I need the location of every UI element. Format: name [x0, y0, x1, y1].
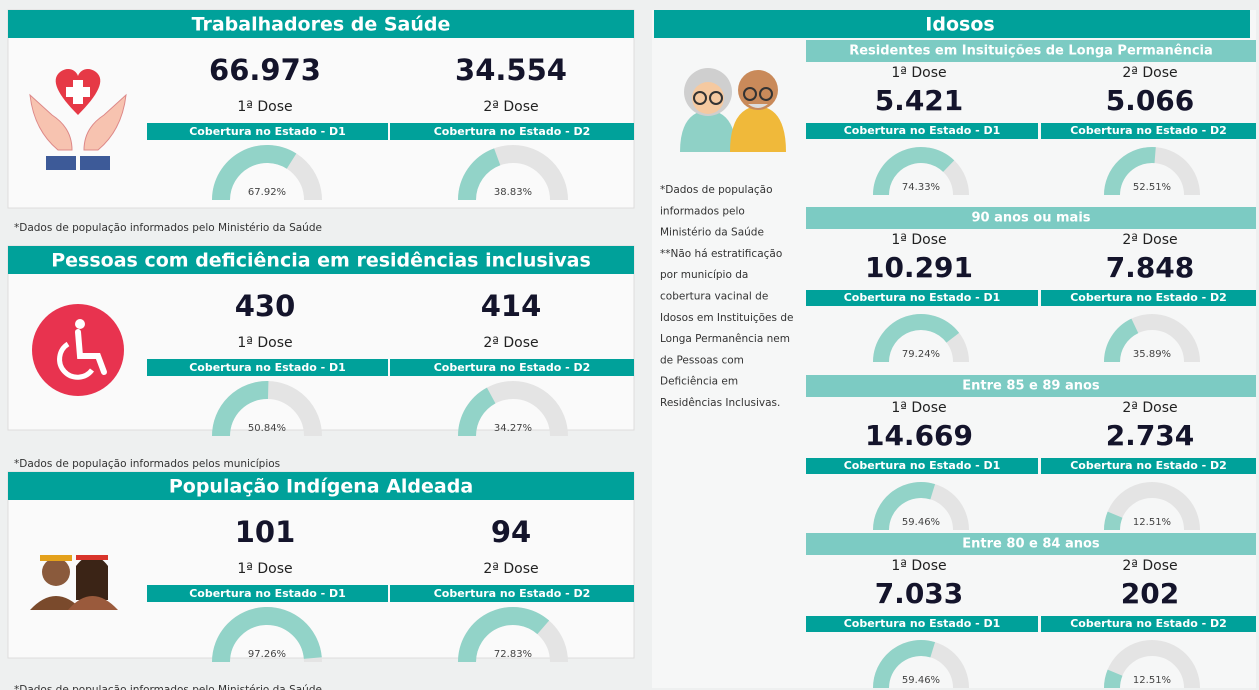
- dose-count: 430: [235, 289, 296, 323]
- panel-note: *Dados de população informados pelo Mini…: [14, 684, 322, 690]
- gauge-label: 34.27%: [494, 423, 532, 434]
- dose-count: 7.033: [875, 577, 964, 610]
- group-title: Entre 85 e 89 anos: [962, 379, 1100, 394]
- coverage-title: Cobertura no Estado - D2: [434, 125, 591, 138]
- group-title: 90 anos ou mais: [971, 211, 1090, 226]
- page: { "panels": [ {"title": "Trabalhadores d…: [0, 0, 1259, 690]
- dose-label: 2ª Dose: [1122, 400, 1177, 416]
- dose-label: 2ª Dose: [1122, 558, 1177, 574]
- coverage-title: Cobertura no Estado - D2: [1070, 124, 1227, 137]
- dose-label: 2ª Dose: [483, 561, 538, 577]
- dose-count: 66.973: [209, 53, 321, 87]
- gauge-label: 59.46%: [902, 517, 940, 528]
- panel-title: Pessoas com deficiência em residências i…: [51, 250, 591, 272]
- gauge-label: 38.83%: [494, 187, 532, 198]
- panel-title: População Indígena Aldeada: [169, 476, 473, 498]
- dose-count: 5.421: [875, 84, 964, 117]
- panel-note: *Dados de população informados pelos mun…: [14, 458, 280, 470]
- gauge-label: 12.51%: [1133, 517, 1171, 528]
- dose-count: 7.848: [1106, 251, 1195, 284]
- dose-count: 94: [491, 515, 531, 549]
- dashboard: Trabalhadores de Saúde 66.973 1ª Dose Cober…: [0, 0, 1259, 690]
- dose-label: 2ª Dose: [1122, 65, 1177, 81]
- dose-label: 1ª Dose: [237, 335, 292, 351]
- coverage-title: Cobertura no Estado - D1: [189, 587, 346, 600]
- panel-title: Idosos: [925, 14, 994, 36]
- panel-note: cobertura vacinal de: [660, 291, 768, 303]
- dose-label: 2ª Dose: [1122, 232, 1177, 248]
- dose-label: 2ª Dose: [483, 99, 538, 115]
- coverage-title: Cobertura no Estado - D1: [844, 291, 1001, 304]
- wheelchair-icon: [32, 304, 124, 396]
- panel-title: Trabalhadores de Saúde: [192, 14, 451, 36]
- gauge-label: 67.92%: [248, 187, 286, 198]
- panel-note: Ministério da Saúde: [660, 227, 764, 239]
- panel-bg: [8, 10, 634, 208]
- dose-count: 10.291: [865, 251, 973, 284]
- dose-count: 5.066: [1106, 84, 1195, 117]
- dose-label: 1ª Dose: [891, 65, 946, 81]
- gauge-label: 50.84%: [248, 423, 286, 434]
- coverage-title: Cobertura no Estado - D2: [434, 587, 591, 600]
- panel-note: de Pessoas com: [660, 354, 744, 366]
- gauge-label: 35.89%: [1133, 349, 1171, 360]
- group-title: Entre 80 e 84 anos: [962, 537, 1100, 552]
- dose-count: 101: [235, 515, 296, 549]
- coverage-title: Cobertura no Estado - D2: [434, 361, 591, 374]
- dose-label: 1ª Dose: [891, 400, 946, 416]
- panel-note: informados pelo: [660, 205, 745, 217]
- coverage-title: Cobertura no Estado - D2: [1070, 617, 1227, 630]
- panel-note: Deficiência em: [660, 376, 738, 388]
- gauge-label: 52.51%: [1133, 182, 1171, 193]
- panel-note: **Não há estratificação: [660, 248, 782, 260]
- coverage-title: Cobertura no Estado - D1: [844, 617, 1001, 630]
- dose-count: 414: [481, 289, 542, 323]
- gauge-label: 12.51%: [1133, 675, 1171, 686]
- panel-note: Longa Permanência nem: [660, 333, 790, 345]
- coverage-title: Cobertura no Estado - D1: [844, 459, 1001, 472]
- gauge-label: 59.46%: [902, 675, 940, 686]
- coverage-title: Cobertura no Estado - D2: [1070, 291, 1227, 304]
- dose-count: 202: [1121, 577, 1179, 610]
- panel-note: por município da: [660, 269, 748, 281]
- dose-label: 1ª Dose: [237, 561, 292, 577]
- gauge-label: 97.26%: [248, 649, 286, 660]
- panel-note: *Dados de população informados pelo Mini…: [14, 222, 322, 234]
- panel-note: Idosos em Instituições de: [660, 312, 793, 324]
- dose-count: 2.734: [1106, 419, 1195, 452]
- dose-label: 1ª Dose: [237, 99, 292, 115]
- dose-label: 2ª Dose: [483, 335, 538, 351]
- gauge-label: 79.24%: [902, 349, 940, 360]
- coverage-title: Cobertura no Estado - D1: [189, 361, 346, 374]
- dose-label: 1ª Dose: [891, 232, 946, 248]
- dose-count: 34.554: [455, 53, 567, 87]
- coverage-title: Cobertura no Estado - D2: [1070, 459, 1227, 472]
- gauge-value: [1112, 515, 1115, 530]
- dose-count: 14.669: [865, 419, 973, 452]
- panel-note: Residências Inclusivas.: [660, 397, 780, 409]
- gauge-label: 72.83%: [494, 649, 532, 660]
- gauge-label: 74.33%: [902, 182, 940, 193]
- panel-note: *Dados de população: [660, 184, 773, 196]
- dose-label: 1ª Dose: [891, 558, 946, 574]
- coverage-title: Cobertura no Estado - D1: [844, 124, 1001, 137]
- gauge-value: [1112, 673, 1115, 688]
- coverage-title: Cobertura no Estado - D1: [189, 125, 346, 138]
- group-title: Residentes em Insituições de Longa Perma…: [849, 44, 1213, 59]
